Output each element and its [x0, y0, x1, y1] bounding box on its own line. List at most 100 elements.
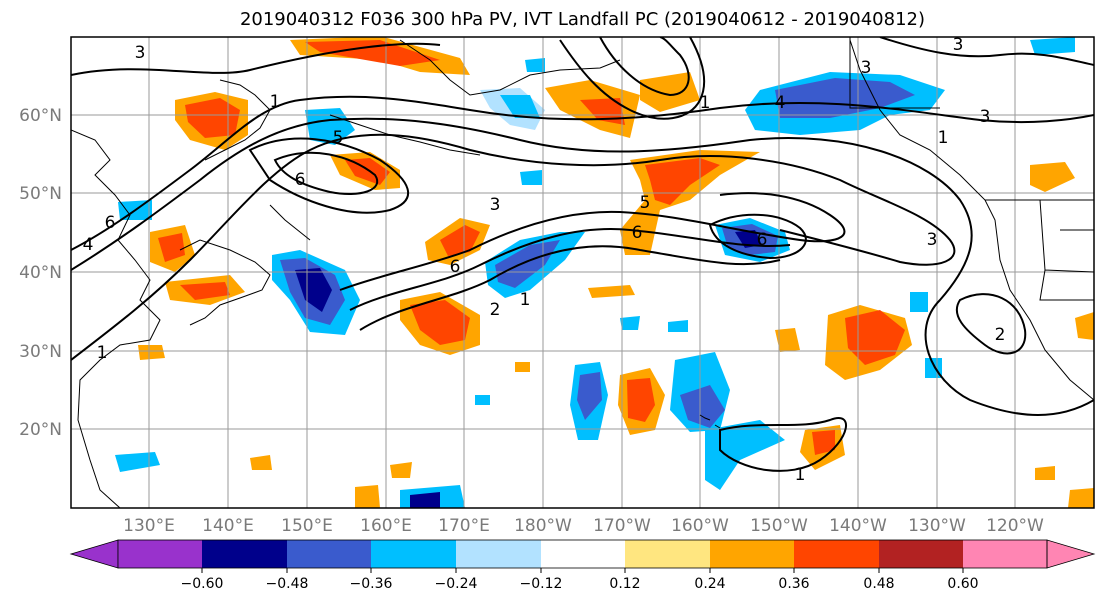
- patch-neg: [525, 58, 545, 72]
- patch-neg-dark: [295, 268, 332, 312]
- colorbar-bin: [371, 540, 456, 568]
- map-title: 2019040312 F036 300 hPa PV, IVT Landfall…: [239, 9, 926, 30]
- patch-pos-core: [812, 430, 835, 455]
- colorbar-tick-label: 0.48: [863, 576, 894, 592]
- north-america-coast: [849, 39, 1094, 401]
- colorbar-bin: [202, 540, 287, 568]
- colorbar-bin: [794, 540, 879, 568]
- pv-contour: [71, 95, 1094, 251]
- contour-label: 4: [775, 93, 786, 113]
- patch-pos-core: [410, 300, 470, 345]
- patch-pos-core: [305, 40, 440, 66]
- pv-contour: [248, 137, 410, 214]
- lat-label: 40°N: [19, 263, 62, 283]
- patch-neg-core: [495, 240, 560, 288]
- patch-neg-dark: [735, 230, 762, 248]
- lon-label: 150°W: [750, 516, 808, 536]
- lon-label: 160°W: [671, 516, 729, 536]
- patch-pos: [1035, 466, 1055, 480]
- patch-neg-core: [577, 372, 602, 420]
- contour-label: 3: [980, 107, 991, 127]
- patch-pos: [138, 345, 165, 360]
- colorbar-tick-label: −0.48: [266, 576, 309, 592]
- patch-pos: [640, 72, 700, 112]
- gridlines: [71, 37, 1094, 508]
- pv-contour: [955, 293, 1027, 355]
- pv-contour: [349, 228, 791, 311]
- pv-contour: [559, 37, 706, 120]
- colorbar-bin: [625, 540, 710, 568]
- patch-pos: [1068, 488, 1094, 508]
- lon-label: 170°E: [438, 516, 490, 536]
- patch-pos: [355, 485, 380, 508]
- patch-pos: [588, 285, 635, 298]
- pv-contour-labels: 3 1 5 6 4 3 6 2 1 6 5 4 3 1 3 6 1 2 3 1 …: [83, 37, 1006, 485]
- contour-label: 4: [83, 235, 94, 255]
- colorbar-arrow-right: [1046, 539, 1096, 569]
- alaska-coast: [399, 39, 621, 96]
- patch-neg: [475, 395, 490, 405]
- patch-neg-core: [680, 385, 725, 428]
- contour-label: 6: [295, 170, 306, 190]
- patch-neg: [520, 170, 542, 185]
- colorbar-tick-label: 0.12: [609, 576, 640, 592]
- lat-label: 20°N: [19, 420, 62, 440]
- lon-label: 150°E: [281, 516, 333, 536]
- lon-label: 180°W: [514, 516, 572, 536]
- pv-contour: [71, 42, 441, 76]
- patch-neg: [620, 316, 640, 330]
- patch-pos: [1075, 312, 1094, 340]
- contour-label: 1: [270, 92, 281, 112]
- lon-label: 140°E: [202, 516, 254, 536]
- pv-contour: [359, 245, 781, 331]
- patch-neg: [705, 420, 785, 490]
- colorbar-bin: [710, 540, 794, 568]
- pv-contour: [719, 417, 847, 472]
- colorbar-bin: [456, 540, 541, 568]
- pv-contour: [708, 213, 807, 260]
- patch-pos-core: [440, 225, 480, 256]
- lon-label: 140°W: [829, 516, 887, 536]
- colorbar-bin: [879, 540, 963, 568]
- patch-neg: [1030, 37, 1075, 55]
- lat-label: 30°N: [19, 342, 62, 362]
- contour-label: 3: [490, 195, 501, 215]
- canada-alaska-border: [849, 37, 940, 109]
- contour-label: 2: [490, 300, 501, 320]
- colorbar-tick-label: −0.24: [435, 576, 478, 592]
- longitude-labels: 130°E 140°E 150°E 160°E 170°E 180°W 170°…: [123, 516, 1044, 536]
- colorbar-tick-label: 0.60: [947, 576, 978, 592]
- contour-label: 6: [450, 257, 461, 277]
- contour-label: 3: [135, 43, 146, 63]
- contour-label: 3: [861, 58, 872, 78]
- pv-contour: [71, 133, 956, 361]
- colorbar: −0.60 −0.48 −0.36 −0.24 −0.12 0.12 0.24 …: [69, 539, 1096, 592]
- hawaii-islands: [699, 414, 721, 429]
- patch-pos-core: [345, 158, 390, 185]
- colorbar-bin: [541, 540, 625, 568]
- lon-label: 160°E: [360, 516, 412, 536]
- colorbar-arrow-left: [69, 539, 119, 569]
- lon-label: 170°W: [593, 516, 651, 536]
- map-frame: [70, 36, 1095, 509]
- patch-pos-core: [185, 98, 240, 138]
- pv-contours: [71, 37, 1094, 472]
- patch-neg: [305, 108, 355, 145]
- lat-label: 50°N: [19, 184, 62, 204]
- colorbar-tick-label: −0.60: [181, 576, 224, 592]
- lon-label: 130°E: [123, 516, 175, 536]
- colorbar-tick-label: −0.12: [520, 576, 563, 592]
- contour-label: 1: [520, 290, 531, 310]
- patch-pos-core: [180, 282, 230, 300]
- colorbar-bin: [963, 540, 1047, 568]
- patch-pos: [250, 455, 272, 470]
- kamchatka-coast: [204, 79, 271, 161]
- patch-neg-dark: [410, 492, 440, 508]
- patch-pos: [1030, 162, 1075, 192]
- contour-label: 1: [938, 128, 949, 148]
- contour-label: 1: [700, 93, 711, 113]
- colorbar-bin: [287, 540, 371, 568]
- colorbar-tick-label: 0.36: [778, 576, 809, 592]
- contour-label: 1: [795, 465, 806, 485]
